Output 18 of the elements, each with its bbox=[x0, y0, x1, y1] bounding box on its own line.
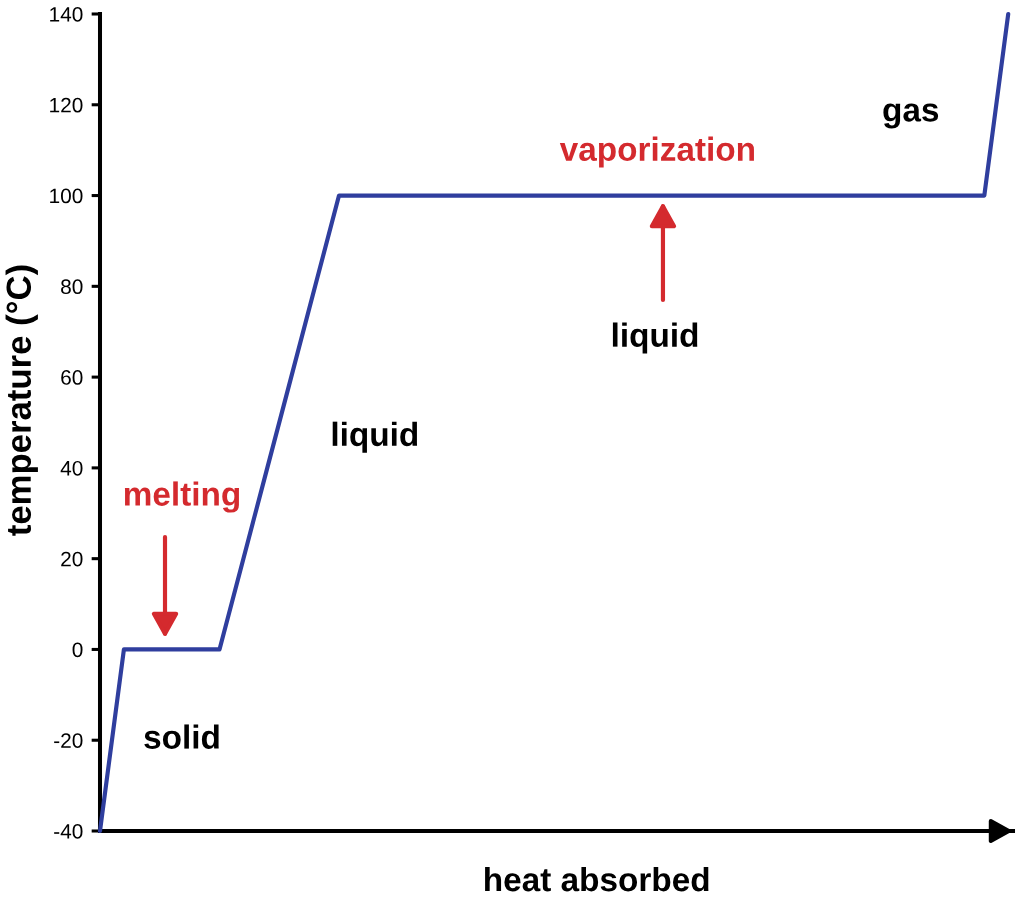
y-tick-label: 80 bbox=[61, 279, 83, 295]
annotation: melting bbox=[124, 481, 240, 513]
y-tick-label: 140 bbox=[50, 7, 83, 22]
y-tick-label: 20 bbox=[61, 551, 83, 567]
annotation: liquid bbox=[332, 421, 418, 453]
y-tick-label: -20 bbox=[54, 733, 83, 748]
y-tick-label: 120 bbox=[50, 97, 83, 113]
x-axis-title: heat absorbed bbox=[485, 866, 709, 892]
y-tick-label: 100 bbox=[50, 188, 83, 204]
y-tick-label: 40 bbox=[60, 460, 83, 476]
annotation: gas bbox=[883, 103, 939, 129]
y-tick-label: 60 bbox=[61, 370, 83, 385]
annotation: liquid bbox=[612, 322, 698, 354]
annotation: vaporization bbox=[559, 136, 754, 168]
annotation: solid bbox=[144, 724, 219, 749]
y-tick-label: -40 bbox=[54, 824, 83, 839]
y-tick-label: 0 bbox=[72, 642, 83, 658]
y-axis-title: temperature (°C) bbox=[5, 265, 38, 536]
